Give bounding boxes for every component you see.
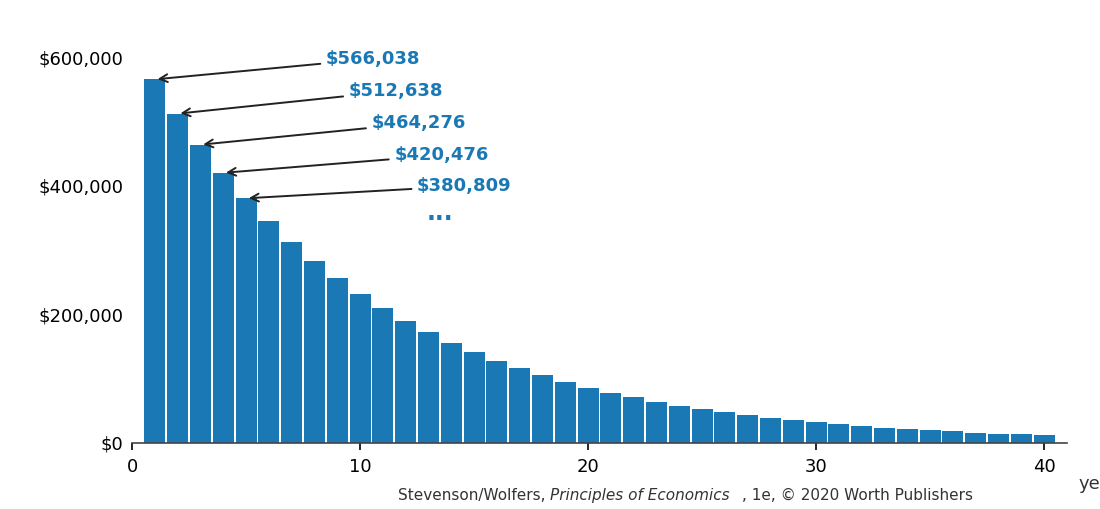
Bar [395,321,416,443]
Text: $420,476: $420,476 [228,146,488,176]
Bar [805,422,826,443]
Bar [692,409,713,443]
Bar [418,332,439,443]
Bar [327,278,348,443]
Bar [646,402,667,443]
Bar [463,352,485,443]
Bar [350,294,371,443]
Bar [509,369,530,443]
Bar [532,376,553,443]
Bar [783,420,804,443]
Bar [373,308,394,443]
Bar [760,418,781,443]
Bar [235,199,256,443]
Bar [258,221,279,443]
Bar [966,433,987,443]
Text: Stevenson/Wolfers,: Stevenson/Wolfers, [397,488,550,503]
Text: years: years [1078,474,1100,493]
Bar [554,382,575,443]
Bar [920,430,940,443]
Text: $566,038: $566,038 [160,50,420,82]
Bar [1034,435,1055,443]
Bar [988,434,1009,443]
Bar [1011,434,1032,443]
Bar [441,343,462,443]
Bar [737,415,758,443]
Bar [669,406,690,443]
Bar [601,393,621,443]
Text: $380,809: $380,809 [251,177,512,202]
Bar [304,261,324,443]
Bar [282,242,303,443]
Text: $464,276: $464,276 [206,114,465,147]
Bar [943,432,964,443]
Bar [851,426,872,443]
Bar [828,424,849,443]
Bar [874,428,895,443]
Text: , 1e, © 2020 Worth Publishers: , 1e, © 2020 Worth Publishers [742,488,974,503]
Bar [144,79,165,443]
Bar [578,387,598,443]
Text: $512,638: $512,638 [183,82,443,116]
Bar [624,398,645,443]
Bar [896,429,917,443]
Bar [167,114,188,443]
Text: ...: ... [427,201,453,225]
Text: Principles of Economics: Principles of Economics [550,488,729,503]
Bar [190,145,211,443]
Bar [212,173,233,443]
Bar [486,360,507,443]
Bar [714,412,736,443]
